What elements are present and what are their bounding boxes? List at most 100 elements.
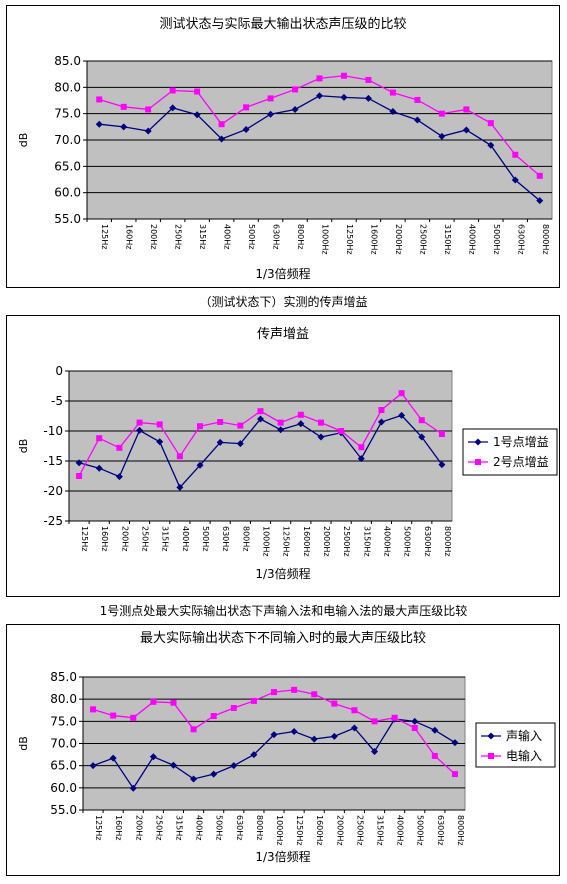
data-point (418, 433, 426, 441)
y-tick-label: 70.0 (50, 737, 77, 751)
data-point (89, 762, 97, 770)
data-point (290, 728, 298, 736)
y-tick-label: 75.0 (50, 714, 77, 728)
data-point (230, 705, 237, 712)
caption-2: 1号测点处最大实际输出状态下声输入法和电输入法的最大声压级比较 (99, 604, 468, 618)
y-tick-label: -15 (43, 454, 63, 468)
data-point (96, 96, 103, 103)
x-tick-label: 2000Hz (322, 526, 331, 557)
x-tick-label: 3150Hz (443, 224, 452, 255)
x-tick-label: 250Hz (141, 526, 150, 551)
data-point (136, 426, 144, 434)
data-point (358, 444, 365, 451)
legend-marker (475, 459, 481, 465)
y-axis-label: dB (17, 133, 30, 148)
x-tick-label: 2000Hz (394, 224, 403, 255)
x-tick-label: 630Hz (272, 224, 281, 249)
x-tick-label: 250Hz (154, 815, 163, 840)
data-point (378, 407, 385, 413)
data-point (438, 132, 446, 140)
x-tick-label: 500Hz (201, 526, 210, 551)
x-tick-label: 8000Hz (541, 224, 550, 255)
x-axis-label: 1/3倍频程 (255, 849, 310, 864)
x-tick-label: 125Hz (94, 815, 103, 840)
legend-label: 电输入 (506, 748, 542, 763)
y-tick-label: 70.0 (54, 133, 81, 147)
data-point (271, 689, 277, 696)
x-tick-label: 200Hz (120, 526, 129, 551)
data-point (237, 422, 244, 429)
data-point (291, 105, 299, 113)
legend-marker (474, 438, 482, 446)
data-point (236, 440, 244, 448)
data-point (243, 104, 250, 111)
data-point (95, 120, 103, 128)
data-point (217, 419, 224, 425)
data-point (317, 419, 324, 426)
data-point (316, 75, 323, 82)
legend (475, 722, 556, 768)
chart-title: 测试状态与实际最大输出状态声压级的比较 (159, 16, 406, 32)
x-tick-label: 1250Hz (282, 526, 291, 557)
data-point (197, 423, 204, 430)
x-tick-label: 5000Hz (403, 526, 412, 557)
x-tick-label: 3150Hz (362, 526, 371, 557)
x-tick-label: 400Hz (181, 526, 190, 551)
data-point (431, 726, 439, 734)
data-point (451, 739, 459, 747)
data-point (487, 120, 494, 127)
x-tick-label: 4000Hz (467, 224, 476, 255)
data-point (257, 408, 264, 415)
data-point (297, 420, 305, 428)
x-tick-label: 3150Hz (376, 815, 385, 846)
data-point (250, 751, 258, 759)
y-tick-label: 65.0 (50, 759, 77, 773)
data-point (317, 433, 325, 441)
data-point (267, 95, 274, 102)
y-tick-label: -20 (43, 484, 63, 498)
data-point (297, 411, 304, 418)
data-point (170, 699, 177, 706)
data-point (169, 87, 176, 94)
data-point (193, 111, 201, 119)
data-point (351, 707, 358, 714)
data-point (389, 89, 396, 96)
data-point (451, 771, 458, 778)
data-point (145, 106, 152, 113)
data-point (338, 428, 345, 434)
x-tick-label: 500Hz (215, 815, 224, 840)
y-axis-label: dB (17, 736, 30, 751)
data-point (340, 72, 347, 79)
data-point (190, 726, 197, 733)
data-point (438, 431, 445, 437)
y-tick-label: 80.0 (54, 80, 81, 94)
data-point (176, 453, 183, 460)
y-axis-label: dB (17, 439, 30, 454)
data-point (350, 724, 358, 732)
data-point (218, 135, 226, 143)
legend (462, 428, 558, 476)
data-point (169, 761, 177, 769)
x-tick-label: 315Hz (198, 224, 207, 249)
data-point (96, 435, 103, 442)
data-point (109, 754, 117, 762)
data-point (316, 92, 323, 100)
data-point (210, 770, 218, 778)
x-tick-label: 2500Hz (342, 526, 351, 557)
x-tick-label: 4000Hz (382, 526, 391, 557)
data-point (194, 88, 201, 95)
data-point (377, 418, 385, 426)
chart-panel-3: 最大实际输出状态下不同输入时的最大声压级比较 55.0 60.0 65.0 70.0 75… (6, 624, 560, 876)
chart-panel-1: 测试状态与实际最大输出状态声压级的比较 55.0 60.0 65.0 70.0 75.0 8… (6, 5, 560, 288)
data-point (463, 106, 470, 113)
data-point (120, 103, 127, 110)
x-tick-label: 800Hz (241, 526, 250, 551)
data-point (398, 390, 405, 397)
data-point (438, 461, 446, 469)
data-point (331, 700, 338, 707)
y-tick-label: 85.0 (50, 670, 77, 684)
legend-marker (487, 732, 495, 740)
x-tick-label: 160Hz (125, 224, 134, 249)
x-tick-label: 1250Hz (345, 224, 354, 255)
x-tick-label: 1600Hz (369, 224, 378, 255)
